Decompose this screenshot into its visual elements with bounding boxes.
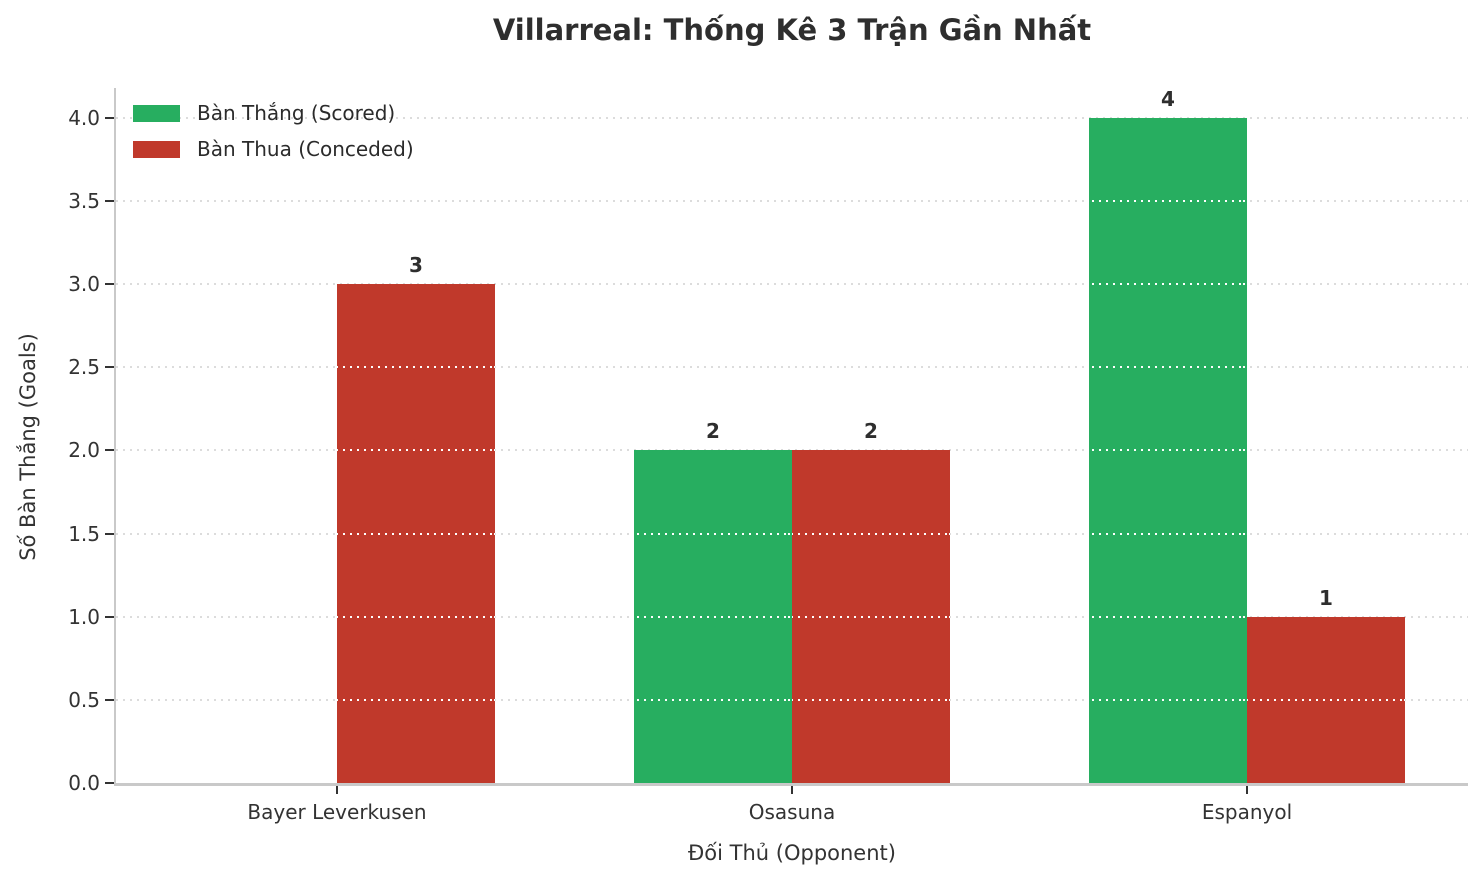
bar-b-n-thua-conceded-espanyol — [1247, 616, 1405, 783]
gridline-over-bar — [792, 615, 950, 618]
y-tick — [105, 615, 114, 618]
y-tick — [105, 283, 114, 286]
bar-b-n-thua-conceded-bayer-leverkusen — [337, 284, 495, 783]
gridline-over-bar — [1089, 366, 1247, 369]
x-tick-label-espanyol: Espanyol — [1201, 800, 1293, 824]
y-tick — [105, 532, 114, 535]
y-tick-label: 0.0 — [68, 771, 100, 795]
gridline-over-bar — [337, 532, 495, 535]
y-tick-label: 1.5 — [68, 521, 100, 546]
bar-b-n-thua-conceded-osasuna — [792, 450, 950, 783]
gridline-over-bar — [1089, 200, 1247, 203]
x-tick — [336, 786, 338, 794]
gridline-y-2 — [116, 449, 1468, 452]
y-tick — [105, 449, 114, 452]
x-axis-spine — [114, 783, 1468, 786]
gridline-over-bar — [1089, 532, 1247, 535]
x-axis-label: Đối Thủ (Opponent) — [688, 841, 896, 865]
gridline-over-bar — [1247, 698, 1405, 701]
gridline-over-bar — [634, 615, 792, 618]
gridline-over-bar — [1089, 449, 1247, 452]
bar-b-n-th-ng-scored-osasuna — [634, 450, 792, 783]
gridline-over-bar — [792, 698, 950, 701]
bar-value-label: 2 — [864, 419, 878, 444]
y-tick-label: 4.0 — [68, 105, 100, 130]
gridline-y-2.5 — [116, 366, 1468, 369]
gridline-over-bar — [792, 532, 950, 535]
gridline-over-bar — [337, 615, 495, 618]
gridline-over-bar — [634, 532, 792, 535]
legend-swatch-icon — [133, 140, 180, 158]
legend-entry-b-n-thua-conceded: Bàn Thua (Conceded) — [133, 137, 414, 161]
gridline-over-bar — [337, 366, 495, 369]
y-tick-label: 0.5 — [68, 687, 100, 712]
y-tick-label: 3.5 — [68, 189, 100, 214]
gridline-over-bar — [337, 449, 495, 452]
x-tick-label-osasuna: Osasuna — [748, 800, 836, 824]
gridline-over-bar — [1089, 698, 1247, 701]
legend: Bàn Thắng (Scored) Bàn Thua (Conceded) — [133, 101, 414, 174]
gridline-over-bar — [337, 698, 495, 701]
y-tick — [105, 782, 114, 784]
bar-value-label: 1 — [1319, 585, 1333, 610]
plot-area: Bàn Thắng (Scored) Bàn Thua (Conceded) 2 4… — [116, 86, 1468, 783]
legend-label: Bàn Thua (Conceded) — [197, 137, 414, 161]
legend-swatch-icon — [133, 104, 180, 122]
y-tick-label: 2.5 — [68, 355, 100, 380]
bar-value-label: 2 — [706, 419, 720, 444]
legend-label: Bàn Thắng (Scored) — [197, 101, 396, 125]
legend-entry-b-n-th-ng-scored: Bàn Thắng (Scored) — [133, 101, 414, 125]
gridline-over-bar — [1089, 615, 1247, 618]
y-tick-label: 1.0 — [68, 604, 100, 629]
gridline-over-bar — [1089, 283, 1247, 286]
y-tick-label: 3.0 — [68, 272, 100, 297]
gridline-over-bar — [634, 698, 792, 701]
gridline-y-4 — [116, 116, 1468, 119]
y-tick — [105, 200, 114, 203]
bar-value-label: 3 — [409, 253, 423, 278]
x-tick — [1246, 786, 1248, 794]
x-tick-label-bayer-leverkusen: Bayer Leverkusen — [247, 800, 427, 824]
x-tick — [791, 786, 793, 794]
y-tick-label: 2.0 — [68, 438, 100, 463]
y-tick — [105, 116, 114, 119]
chart-title: Villarreal: Thống Kê 3 Trận Gần Nhất — [492, 13, 1092, 47]
bar-b-n-th-ng-scored-espanyol — [1089, 117, 1247, 783]
gridline-y-3 — [116, 283, 1468, 286]
y-axis-spine — [114, 88, 116, 786]
gridline-y-3.5 — [116, 200, 1468, 203]
y-tick — [105, 366, 114, 369]
bar-value-label: 4 — [1161, 86, 1175, 111]
y-tick — [105, 698, 114, 701]
